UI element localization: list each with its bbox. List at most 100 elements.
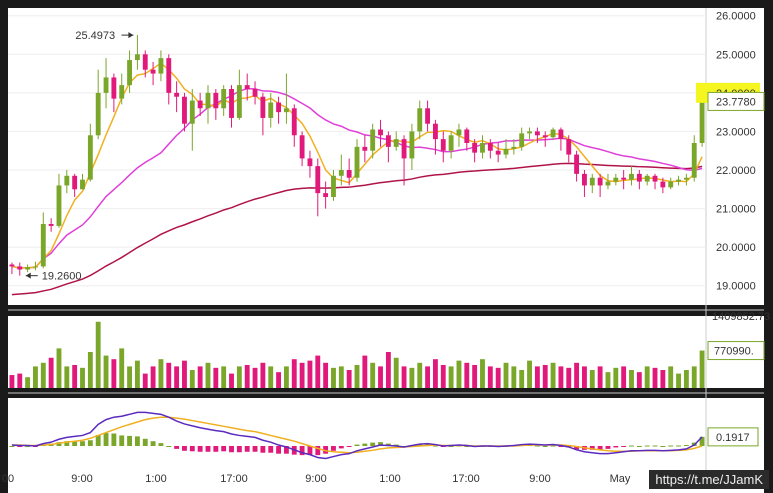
candle[interactable] [221, 89, 227, 109]
candle[interactable] [582, 173, 587, 186]
candle[interactable] [268, 102, 274, 118]
candle[interactable] [25, 267, 31, 270]
candle[interactable] [346, 170, 352, 178]
candle[interactable] [472, 143, 478, 153]
candle[interactable] [111, 77, 117, 99]
candle[interactable] [103, 77, 109, 93]
candle[interactable] [574, 154, 580, 174]
candle[interactable] [315, 166, 321, 194]
candle[interactable] [291, 108, 297, 136]
macd-histogram-bar [636, 446, 642, 447]
candle[interactable] [276, 102, 282, 113]
candle[interactable] [119, 85, 125, 99]
candle[interactable] [699, 101, 705, 143]
candle[interactable] [597, 177, 603, 186]
candle[interactable] [652, 175, 658, 182]
candle[interactable] [56, 185, 62, 226]
candle[interactable] [440, 139, 446, 151]
candle[interactable] [174, 92, 180, 97]
candle[interactable] [197, 100, 203, 109]
candle[interactable] [487, 143, 493, 151]
candle[interactable] [283, 108, 289, 113]
candle[interactable] [668, 181, 674, 188]
candle[interactable] [425, 108, 431, 124]
candle[interactable] [370, 129, 376, 151]
macd-histogram-bar [378, 442, 383, 446]
candle[interactable] [236, 85, 242, 118]
candle[interactable] [331, 175, 336, 197]
candle[interactable] [589, 177, 595, 186]
candle[interactable] [605, 181, 611, 186]
candle[interactable] [158, 58, 164, 74]
candle[interactable] [48, 224, 54, 226]
candle[interactable] [307, 158, 313, 167]
candle[interactable] [40, 224, 46, 267]
candle[interactable] [636, 173, 642, 182]
candle[interactable] [480, 143, 485, 153]
candle[interactable] [621, 177, 627, 180]
candle[interactable] [683, 177, 689, 180]
candle[interactable] [95, 92, 101, 136]
candle[interactable] [80, 179, 85, 190]
volume-bar [236, 366, 242, 388]
candle[interactable] [566, 139, 572, 155]
candle[interactable] [189, 100, 195, 124]
candle[interactable] [644, 175, 650, 182]
candle[interactable] [134, 54, 140, 61]
candle[interactable] [527, 131, 532, 134]
candle[interactable] [550, 129, 556, 138]
candle[interactable] [150, 69, 156, 74]
candle[interactable] [393, 139, 399, 147]
candle[interactable] [213, 92, 219, 109]
candle[interactable] [362, 146, 368, 151]
candle[interactable] [534, 131, 540, 136]
candle[interactable] [613, 177, 619, 182]
candle[interactable] [142, 54, 148, 70]
candle[interactable] [323, 193, 329, 197]
candle[interactable] [127, 60, 132, 86]
macd-histogram-bar [127, 435, 132, 446]
candle[interactable] [464, 129, 470, 144]
macd-histogram-bar [605, 446, 611, 449]
candle[interactable] [629, 173, 634, 180]
candle[interactable] [252, 89, 258, 97]
candle[interactable] [691, 143, 697, 178]
macd-histogram-bar [95, 434, 101, 446]
candle[interactable] [385, 135, 391, 147]
candle[interactable] [378, 129, 383, 136]
candle[interactable] [64, 175, 70, 186]
candle[interactable] [299, 135, 305, 159]
macd-histogram-bar [221, 446, 227, 452]
candle[interactable] [87, 135, 93, 180]
candle[interactable] [409, 131, 415, 159]
candle[interactable] [182, 96, 187, 124]
candle[interactable] [676, 179, 681, 182]
candle[interactable] [503, 148, 509, 155]
candle[interactable] [660, 181, 666, 188]
candle[interactable] [260, 96, 266, 118]
candle[interactable] [511, 146, 517, 149]
volume-bar [589, 370, 595, 388]
candle[interactable] [448, 135, 454, 151]
candle[interactable] [166, 58, 172, 93]
candle[interactable] [401, 139, 407, 159]
candle[interactable] [542, 135, 548, 138]
candle[interactable] [72, 175, 78, 190]
volume-bar [119, 348, 125, 388]
candle[interactable] [244, 85, 250, 89]
candle[interactable] [354, 146, 360, 178]
candle[interactable] [417, 108, 423, 132]
candle[interactable] [432, 123, 438, 140]
candle[interactable] [33, 266, 38, 268]
candle[interactable] [229, 89, 234, 118]
candle[interactable] [9, 264, 15, 267]
candle[interactable] [456, 129, 462, 136]
candle[interactable] [558, 129, 564, 140]
macd-line [11, 411, 703, 460]
candle[interactable] [495, 150, 501, 155]
candle[interactable] [338, 170, 344, 176]
candle[interactable] [17, 266, 23, 270]
candle[interactable] [519, 133, 525, 147]
candle[interactable] [205, 92, 211, 109]
